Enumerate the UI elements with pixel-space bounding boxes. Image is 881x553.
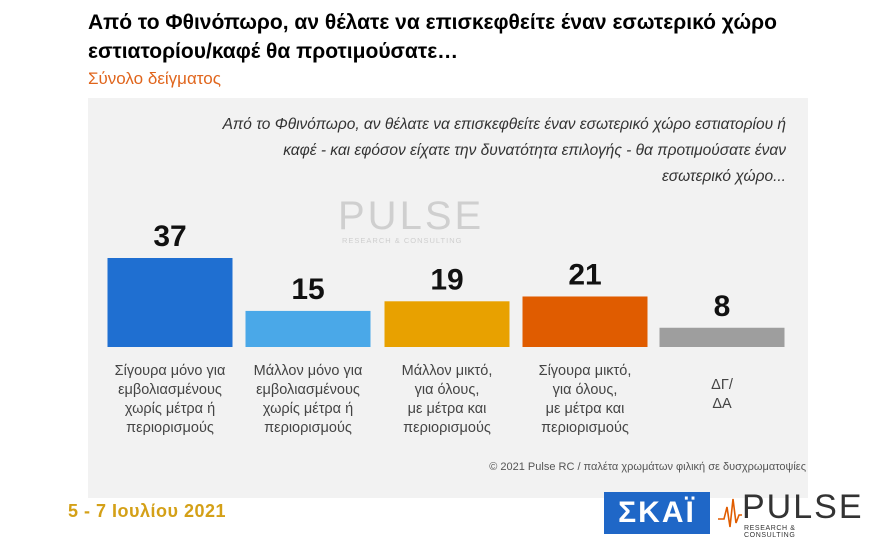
category-label: χωρίς μέτρα ή xyxy=(263,401,353,417)
bar-value-label: 21 xyxy=(568,258,601,291)
category-label: για όλους, xyxy=(415,382,480,398)
bar-1 xyxy=(107,258,233,347)
category-label: Σίγουρα μόνο για xyxy=(115,363,226,379)
bar-2 xyxy=(245,310,371,347)
pulse-watermark: PULSE RESEARCH & CONSULTING xyxy=(338,196,484,245)
bar-value-label: 19 xyxy=(430,263,463,296)
bar-value-label: 8 xyxy=(714,290,731,323)
question-note: Από το Φθινόπωρο, αν θέλατε να επισκεφθε… xyxy=(222,116,786,185)
bar-value-label: 37 xyxy=(153,220,186,253)
category-label: ΔΑ xyxy=(712,396,732,412)
category-label: εμβολιασμένους xyxy=(118,382,222,398)
category-label: εμβολιασμένους xyxy=(256,382,360,398)
category-label: περιορισμούς xyxy=(126,420,214,436)
skai-logo: ΣΚΑΪ xyxy=(604,492,710,534)
pulse-logo-text: PULSE xyxy=(742,488,864,526)
category-label: για όλους, xyxy=(553,382,618,398)
pulse-wave-icon xyxy=(718,498,742,528)
watermark-tagline: RESEARCH & CONSULTING xyxy=(342,236,463,245)
pulse-logo: PULSE RESEARCH & CONSULTING xyxy=(718,487,862,539)
category-label: χωρίς μέτρα ή xyxy=(125,401,215,417)
survey-date: 5 - 7 Ιουλίου 2021 xyxy=(68,501,227,521)
category-label: περιορισμούς xyxy=(264,420,352,436)
chart-subtitle: Σύνολο δείγματος xyxy=(88,69,221,88)
category-label: με μέτρα και xyxy=(546,401,625,417)
bar-4 xyxy=(522,296,648,347)
chart-title: Από το Φθινόπωρο, αν θέλατε να επισκεφθε… xyxy=(88,11,777,63)
category-label: ΔΓ/ xyxy=(711,377,734,393)
category-label: Μάλλον μικτό, xyxy=(402,363,493,379)
bar-5 xyxy=(659,327,785,347)
bar-3 xyxy=(384,301,510,347)
watermark-brand: PULSE xyxy=(338,194,485,238)
category-label: περιορισμούς xyxy=(403,420,491,436)
category-label: Μάλλον μόνο για xyxy=(254,363,363,379)
category-label: περιορισμούς xyxy=(541,420,629,436)
category-label: Σίγουρα μικτό, xyxy=(539,363,632,379)
bar-value-label: 15 xyxy=(291,273,324,306)
category-label: με μέτρα και xyxy=(408,401,487,417)
copyright-note: © 2021 Pulse RC / παλέτα χρωμάτων φιλική… xyxy=(489,461,806,473)
pulse-logo-tagline: RESEARCH & CONSULTING xyxy=(744,525,796,539)
